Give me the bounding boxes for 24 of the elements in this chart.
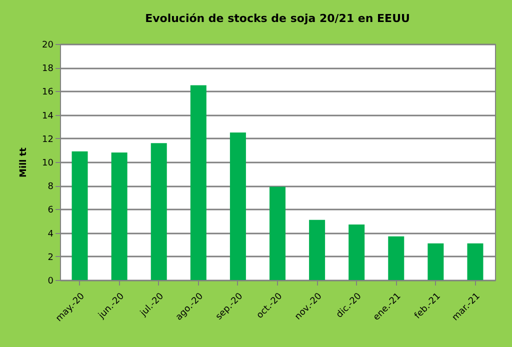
bar xyxy=(388,236,404,280)
bar xyxy=(309,220,326,280)
y-axis-title: Mill tt xyxy=(19,146,30,178)
bar xyxy=(111,152,128,280)
bar xyxy=(72,151,88,280)
y-tick-label: 14 xyxy=(42,111,54,122)
y-tick-label: 0 xyxy=(48,276,54,286)
y-tick-label: 6 xyxy=(48,206,54,216)
bar xyxy=(190,85,206,280)
y-tick-label: 12 xyxy=(42,134,54,145)
y-tick-label: 18 xyxy=(42,64,54,74)
y-tick-label: 2 xyxy=(48,252,54,263)
y-tick-label: 16 xyxy=(42,88,54,98)
y-tick-label: 20 xyxy=(42,40,54,50)
y-tick-label: 10 xyxy=(42,158,54,168)
y-tick-label: 8 xyxy=(48,182,54,192)
chart-title: Evolución de stocks de soja 20/21 en EEUU xyxy=(145,12,410,25)
bar xyxy=(230,132,246,280)
bar xyxy=(150,143,167,280)
bar xyxy=(467,243,484,280)
bar xyxy=(428,243,444,280)
bar xyxy=(348,224,365,280)
bar xyxy=(270,186,286,280)
y-tick-label: 4 xyxy=(48,229,54,240)
